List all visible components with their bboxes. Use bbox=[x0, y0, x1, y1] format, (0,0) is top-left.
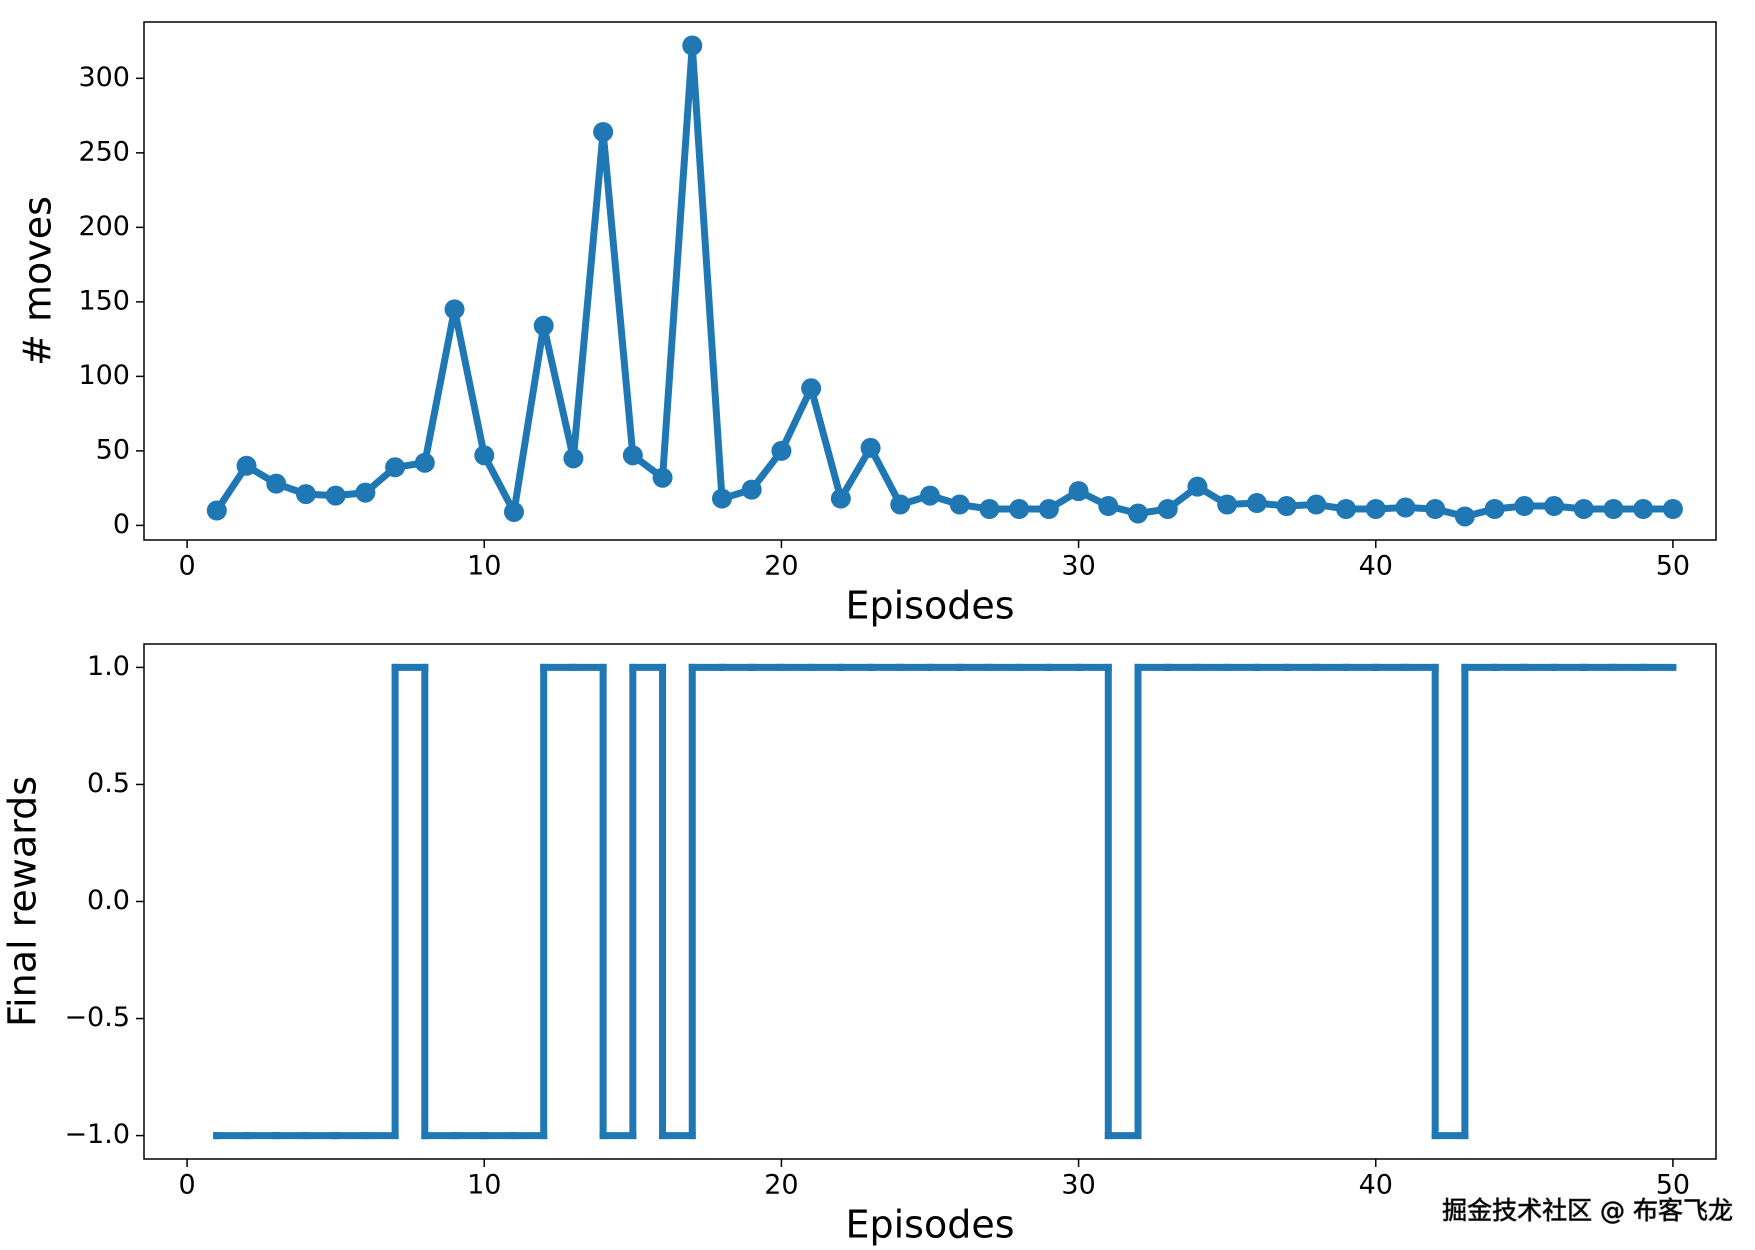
marker bbox=[1425, 499, 1446, 520]
marker bbox=[1068, 481, 1089, 502]
marker bbox=[1454, 506, 1475, 527]
x-tick-label: 20 bbox=[764, 1170, 798, 1201]
marker bbox=[236, 455, 257, 476]
marker bbox=[325, 485, 346, 506]
marker bbox=[682, 35, 703, 56]
marker bbox=[266, 473, 287, 494]
data-line bbox=[213, 42, 1673, 520]
x-tick-label: 30 bbox=[1061, 1170, 1095, 1201]
x-tick-label: 40 bbox=[1359, 1170, 1393, 1201]
axes-frame bbox=[143, 643, 1717, 1160]
marker bbox=[414, 452, 435, 473]
x-tick-label: 20 bbox=[764, 551, 798, 582]
marker bbox=[711, 488, 732, 509]
marker bbox=[1009, 499, 1030, 520]
x-tick-label: 0 bbox=[178, 551, 195, 582]
x-tick-label: 50 bbox=[1656, 551, 1690, 582]
marker bbox=[1573, 499, 1594, 520]
y-axis-label: Final rewards bbox=[1, 776, 45, 1027]
y-tick-label: 150 bbox=[78, 285, 130, 316]
marker bbox=[860, 437, 881, 458]
x-tick-label: 10 bbox=[467, 1170, 501, 1201]
marker bbox=[979, 499, 1000, 520]
y-tick-label: 250 bbox=[78, 136, 130, 167]
marker bbox=[652, 467, 673, 488]
marker bbox=[771, 440, 792, 461]
y-tick-label: 100 bbox=[78, 360, 130, 391]
marker bbox=[206, 500, 227, 521]
marker bbox=[444, 299, 465, 320]
x-tick-label: 30 bbox=[1061, 551, 1095, 582]
marker bbox=[622, 445, 643, 466]
x-tick-label: 50 bbox=[1656, 1170, 1690, 1201]
x-tick-label: 10 bbox=[467, 551, 501, 582]
marker bbox=[1157, 499, 1178, 520]
marker bbox=[1038, 499, 1059, 520]
marker bbox=[1662, 499, 1683, 520]
marker bbox=[1306, 494, 1327, 515]
y-tick-label: 200 bbox=[78, 211, 130, 242]
marker bbox=[1603, 499, 1624, 520]
marker bbox=[801, 378, 822, 399]
x-axis-label: Episodes bbox=[845, 1203, 1014, 1247]
marker bbox=[830, 488, 851, 509]
marker bbox=[474, 445, 495, 466]
marker bbox=[533, 315, 554, 336]
y-tick-label: −0.5 bbox=[64, 1002, 130, 1033]
marker bbox=[593, 121, 614, 142]
x-axis-label: Episodes bbox=[845, 584, 1014, 628]
y-tick-label: 0.5 bbox=[87, 768, 130, 799]
marker bbox=[1484, 499, 1505, 520]
marker bbox=[295, 484, 316, 505]
marker bbox=[890, 494, 911, 515]
marker bbox=[920, 485, 940, 506]
marker bbox=[1098, 496, 1119, 517]
y-tick-label: 0 bbox=[113, 509, 130, 540]
marker bbox=[1246, 493, 1267, 514]
y-tick-label: 50 bbox=[96, 434, 130, 465]
axes-frame bbox=[143, 21, 1717, 541]
marker bbox=[741, 479, 762, 500]
marker bbox=[1633, 499, 1654, 520]
marker bbox=[1336, 499, 1357, 520]
marker bbox=[1217, 494, 1238, 515]
marker bbox=[1544, 496, 1565, 517]
marker bbox=[1128, 503, 1149, 524]
y-tick-label: 300 bbox=[78, 62, 130, 93]
y-tick-label: −1.0 bbox=[64, 1119, 130, 1150]
x-tick-label: 0 bbox=[178, 1170, 195, 1201]
y-tick-label: 0.0 bbox=[87, 885, 130, 916]
marker bbox=[1187, 476, 1208, 497]
marker bbox=[949, 494, 970, 515]
marker bbox=[503, 501, 524, 522]
marker bbox=[385, 457, 406, 478]
y-tick-label: 1.0 bbox=[87, 651, 130, 682]
y-axis-label: # moves bbox=[16, 196, 60, 366]
watermark: 掘金技术社区 @ 布客飞龙 bbox=[1442, 1196, 1733, 1225]
marker bbox=[1395, 497, 1416, 518]
x-tick-label: 40 bbox=[1359, 551, 1393, 582]
marker bbox=[1365, 499, 1386, 520]
marker bbox=[1276, 496, 1297, 517]
marker bbox=[1514, 496, 1535, 517]
marker bbox=[563, 448, 584, 469]
marker bbox=[355, 482, 376, 503]
